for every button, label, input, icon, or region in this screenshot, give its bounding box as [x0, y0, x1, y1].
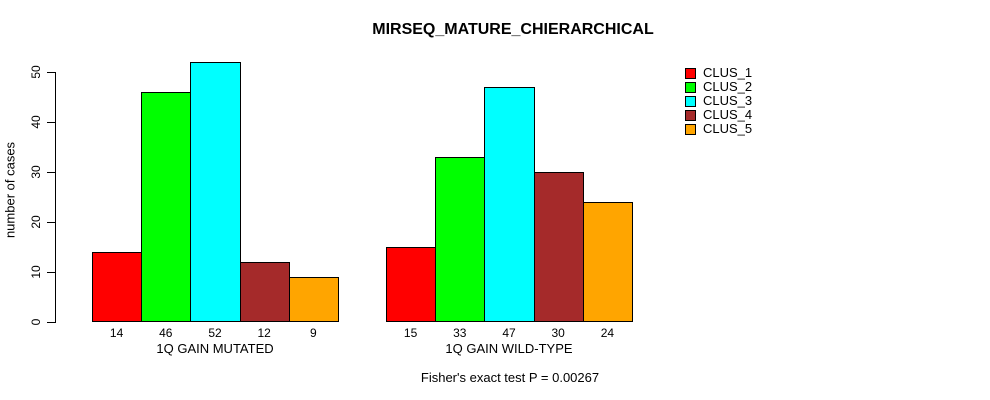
- y-tick-label: 30: [29, 165, 43, 179]
- y-tick-mark: [47, 222, 55, 223]
- y-tick-label: 10: [29, 265, 43, 279]
- bar-value-label: 12: [257, 326, 271, 340]
- legend-label: CLUS_4: [703, 107, 753, 122]
- y-tick-label: 0: [29, 318, 43, 326]
- chart-title: MIRSEQ_MATURE_CHIERARCHICAL: [372, 21, 654, 38]
- legend-label: CLUS_5: [703, 121, 753, 136]
- bar-value-label: 24: [600, 326, 615, 340]
- legend-item: CLUS_5: [685, 121, 753, 136]
- bar-value-label: 33: [453, 326, 467, 340]
- legend-label: CLUS_3: [703, 93, 753, 108]
- bar-value-label: 30: [551, 326, 565, 340]
- legend-item: CLUS_4: [685, 107, 753, 122]
- legend-item: CLUS_2: [685, 79, 753, 94]
- bar-CLUS_3: [190, 62, 241, 322]
- bar-value-label: 52: [208, 326, 222, 340]
- bar-value-label: 14: [109, 326, 124, 340]
- y-tick-label: 40: [29, 115, 43, 129]
- x-category-label: 1Q GAIN WILD-TYPE: [445, 341, 573, 356]
- y-tick-mark: [47, 172, 55, 173]
- y-tick-label: 50: [29, 65, 43, 79]
- legend-swatch: [685, 67, 696, 79]
- legend-swatch: [685, 109, 696, 121]
- legend-swatch: [685, 123, 696, 135]
- bar-CLUS_2: [435, 157, 486, 322]
- y-tick-mark: [47, 272, 55, 273]
- y-axis-line: [55, 72, 56, 323]
- legend-item: CLUS_3: [685, 93, 753, 108]
- bar-CLUS_4: [533, 172, 584, 322]
- legend-label: CLUS_1: [703, 65, 753, 80]
- bar-CLUS_1: [92, 252, 143, 322]
- bar-value-label: 15: [403, 326, 418, 340]
- bar-CLUS_4: [239, 262, 290, 322]
- bar-CLUS_5: [288, 277, 339, 322]
- y-axis-title: number of cases: [2, 141, 18, 239]
- legend-swatch: [685, 81, 696, 93]
- y-tick-mark: [47, 122, 55, 123]
- bar-CLUS_3: [484, 87, 535, 322]
- x-category-label: 1Q GAIN MUTATED: [156, 341, 274, 356]
- bar-CLUS_5: [582, 202, 633, 322]
- legend-item: CLUS_1: [685, 65, 753, 80]
- y-tick-mark: [47, 322, 55, 323]
- bar-value-label: 46: [159, 326, 173, 340]
- y-tick-mark: [47, 72, 55, 73]
- bar-value-label: 47: [502, 326, 516, 340]
- legend-swatch: [685, 95, 696, 107]
- y-tick-label: 20: [29, 215, 43, 229]
- legend-label: CLUS_2: [703, 79, 753, 94]
- bar-value-label: 9: [310, 326, 317, 340]
- bar-CLUS_2: [141, 92, 192, 322]
- annotation-text: Fisher's exact test P = 0.00267: [420, 370, 600, 385]
- bar-CLUS_1: [386, 247, 437, 322]
